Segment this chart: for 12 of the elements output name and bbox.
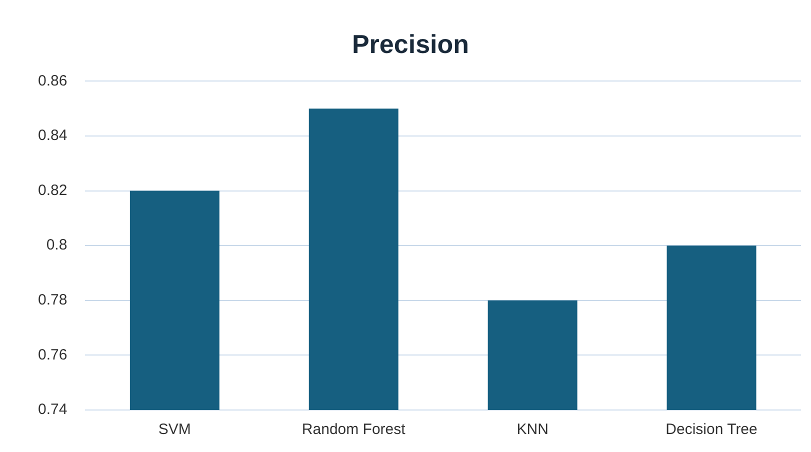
y-tick-label: 0.76 <box>38 346 68 364</box>
y-tick-label: 0.74 <box>38 401 68 418</box>
y-tick-label: 0.86 <box>38 72 68 90</box>
y-tick-label: 0.8 <box>46 236 68 254</box>
x-tick-label: Random Forest <box>302 421 406 438</box>
y-tick-label: 0.84 <box>38 127 68 144</box>
x-tick-label: SVM <box>158 421 191 438</box>
y-tick-label: 0.82 <box>38 182 68 199</box>
x-tick-label: KNN <box>516 421 548 438</box>
x-tick-label: Decision Tree <box>666 421 758 438</box>
chart-title: Precision <box>352 28 470 59</box>
y-tick-label: 0.78 <box>38 292 68 309</box>
